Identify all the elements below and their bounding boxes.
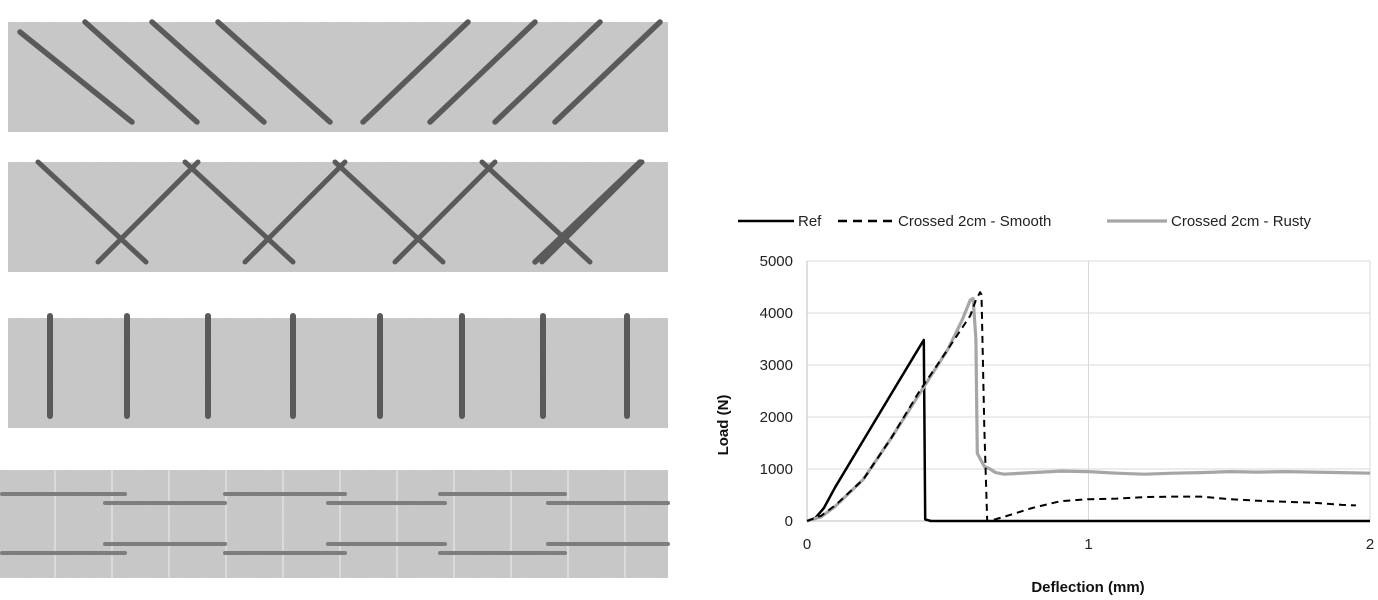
load-deflection-chart: Ref Crossed 2cm - Smooth Crossed 2cm - Rus… (715, 213, 1375, 596)
rebar-inclined (17, 29, 135, 125)
chart-series (806, 291, 1371, 523)
rebar-crossed (35, 159, 149, 265)
y-tick-label: 5000 (760, 253, 793, 270)
rebar-inclined (427, 19, 538, 125)
rebar-crossed (95, 159, 201, 265)
rebar-inclined (82, 19, 200, 125)
x-tick-label: 0 (803, 536, 811, 553)
y-axis-title: Load (N) (715, 395, 732, 456)
series-line-1 (806, 338, 1370, 523)
rebar-crossed (182, 159, 296, 265)
rebar-inclined (360, 19, 471, 125)
x-tick-label: 2 (1366, 536, 1374, 553)
y-tick-label: 1000 (760, 461, 793, 478)
rebar-inclined (215, 19, 333, 125)
y-tick-label: 4000 (760, 305, 793, 322)
rebar-inclined (492, 19, 603, 125)
legend-label-1: Ref (798, 213, 822, 230)
concrete-texture-2 (8, 162, 668, 272)
rebar-crossed (532, 159, 643, 265)
rebar-inclined (552, 19, 663, 125)
legend-label-2: Crossed 2cm - Smooth (898, 213, 1051, 230)
series-line-2 (806, 291, 1356, 522)
rebar-crossed (332, 159, 446, 265)
rebar-crossed (392, 159, 498, 265)
y-tick-label: 3000 (760, 357, 793, 374)
x-tick-label: 1 (1084, 536, 1092, 553)
chart-gridlines (807, 260, 1371, 521)
y-tick-label: 2000 (760, 409, 793, 426)
legend-label-3: Crossed 2cm - Rusty (1171, 213, 1312, 230)
chart-tick-labels: 0 1000 2000 3000 4000 5000 0 1 2 (760, 253, 1375, 553)
series-line-3 (806, 296, 1371, 523)
rebar-crossed (479, 159, 593, 265)
y-tick-label: 0 (785, 513, 793, 530)
x-axis-title: Deflection (mm) (1031, 579, 1144, 596)
concrete-texture-4 (0, 470, 668, 578)
reinforcement-patterns-figure (0, 19, 670, 578)
concrete-texture-3 (8, 318, 668, 428)
chart-legend: Ref Crossed 2cm - Smooth Crossed 2cm - Rus… (738, 213, 1312, 230)
rebar-inclined (149, 19, 267, 125)
rebar-crossed (242, 159, 348, 265)
